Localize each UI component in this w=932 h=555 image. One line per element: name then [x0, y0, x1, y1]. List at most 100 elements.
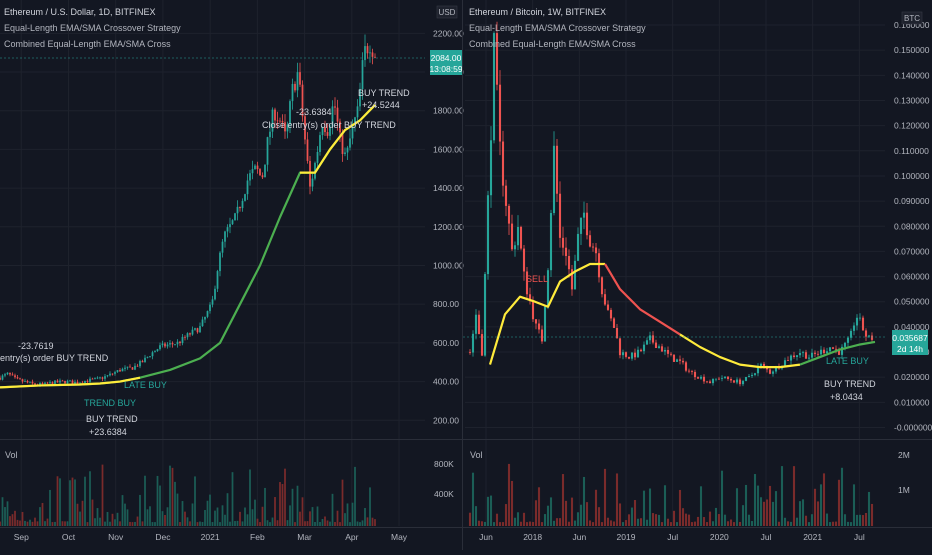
right-indicator-cross[interactable]: Combined Equal-Length EMA/SMA Cross [469, 39, 636, 49]
candle-body [271, 109, 274, 132]
candle-body [184, 336, 186, 338]
volume-bar [576, 512, 580, 526]
ema-line-green [0, 104, 376, 389]
volume-bar [271, 517, 274, 526]
left-indicator-cross[interactable]: Combined Equal-Length EMA/SMA Cross [4, 39, 171, 49]
volume-bar [516, 512, 520, 526]
volume-bar [69, 480, 71, 526]
volume-bar [89, 471, 91, 526]
right-indicator-strategy[interactable]: Equal-Length EMA/SMA Crossover Strategy [469, 23, 646, 33]
candle-body [49, 382, 51, 384]
volume-bar [281, 484, 284, 526]
volume-bar [666, 518, 670, 526]
left-price-axis[interactable]: 2200.002000.001800.001600.001400.001200.… [433, 28, 464, 425]
right-time-axis[interactable]: Jun 2018 Jun 2019 Jul 2020 Jul 2021 Jul [479, 532, 865, 542]
right-chart-panel[interactable]: Ethereum / Bitcoin, 1W, BITFINEX Equal-L… [463, 0, 932, 542]
volume-bar [570, 497, 574, 526]
candle-body [291, 83, 294, 102]
candle-body [251, 169, 254, 174]
volume-bar [136, 516, 139, 526]
time-tick-label: Nov [108, 532, 124, 542]
candle-body [522, 248, 526, 272]
candle-body [747, 375, 751, 378]
volume-bar [64, 521, 66, 526]
volume-bar [104, 521, 106, 526]
right-annotation-buy-trend: BUY TREND [824, 379, 876, 389]
candle-body [274, 109, 276, 121]
candle-body [296, 72, 299, 91]
volume-bar [139, 494, 141, 526]
left-time-axis[interactable]: Sep Oct Nov Dec 2021 Feb Mar Apr May [14, 532, 408, 542]
volume-bar [606, 517, 610, 526]
volume-bar [492, 522, 496, 526]
volume-bar [174, 481, 176, 526]
candle-body [477, 314, 481, 335]
candle-body [129, 366, 131, 368]
left-currency-badge[interactable] [436, 5, 458, 19]
candle-body [286, 124, 289, 132]
candle-body [720, 378, 724, 379]
left-annotation-buy-trend-2: BUY TREND [358, 88, 410, 98]
candle-body [774, 366, 778, 372]
candle-body [66, 380, 69, 384]
candle-body [807, 357, 811, 359]
volume-bar [229, 521, 231, 526]
candle-body [855, 317, 859, 326]
candle-body [573, 260, 577, 290]
candle-body [744, 377, 748, 381]
time-tick-label: 2019 [617, 532, 636, 542]
left-chart-title: Ethereum / U.S. Dollar, 1D, BITFINEX [4, 7, 156, 17]
candle-body [176, 341, 179, 345]
candle-body [756, 366, 760, 374]
price-tick-label: 200.00 [433, 415, 459, 425]
left-indicator-strategy[interactable]: Equal-Length EMA/SMA Crossover Strategy [4, 23, 181, 33]
right-volume-bars [468, 463, 874, 526]
candle-body [510, 223, 514, 250]
volume-bar [711, 521, 715, 526]
volume-bar [146, 509, 149, 526]
volume-bar [702, 517, 706, 526]
left-ema-line [0, 104, 376, 389]
candle-body [1, 375, 4, 380]
volume-bar [9, 516, 11, 526]
volume-bar [498, 522, 502, 526]
candle-body [540, 329, 544, 342]
candle-body [299, 72, 301, 85]
volume-bar [39, 507, 41, 526]
candle-body [495, 33, 499, 85]
volume-bar [194, 476, 196, 526]
volume-bar [651, 513, 655, 526]
right-annotation-gain: +8.0434 [830, 392, 863, 402]
candle-body [26, 380, 29, 383]
volume-bar [16, 519, 19, 526]
volume-bar [765, 499, 769, 526]
candle-body [840, 346, 844, 355]
candle-body [146, 356, 149, 358]
ema-segment-yellow [300, 104, 376, 174]
right-price-axis[interactable]: 0.160000 0.150000 0.140000 0.130000 0.120000… [894, 20, 932, 432]
candle-body [104, 376, 106, 379]
volume-bar [696, 516, 700, 526]
candle-body [627, 356, 631, 359]
volume-bar [126, 509, 129, 526]
candle-body [354, 117, 356, 125]
volume-bar [191, 503, 194, 526]
volume-bar [76, 503, 79, 526]
candle-body [678, 359, 682, 361]
candle-body [714, 378, 718, 380]
volume-bar [284, 468, 286, 526]
time-tick-label: 2021 [803, 532, 822, 542]
candle-body [234, 213, 236, 221]
volume-bar [630, 507, 634, 526]
candle-body [166, 344, 169, 347]
candle-body [221, 241, 224, 253]
right-currency-badge[interactable] [901, 11, 923, 25]
left-grid [0, 0, 425, 526]
volume-bar [471, 472, 475, 526]
candle-body [119, 370, 121, 372]
left-chart-panel[interactable]: Ethereum / U.S. Dollar, 1D, BITFINEX Equ… [0, 0, 464, 542]
volume-bar [251, 509, 254, 526]
volume-bar [336, 510, 339, 526]
candle-body [648, 335, 652, 341]
volume-bar [279, 482, 281, 526]
